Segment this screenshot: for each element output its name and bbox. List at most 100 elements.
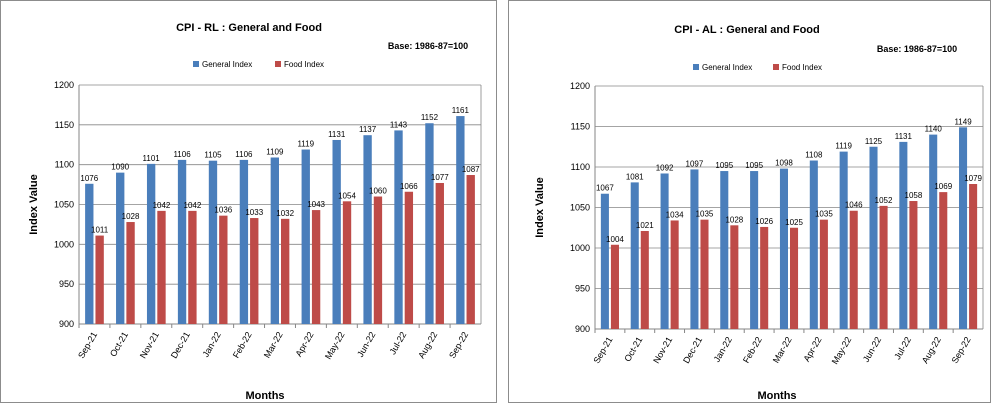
data-label: 1028 <box>122 212 140 221</box>
x-axis-title: Months <box>757 390 796 402</box>
data-label: 1032 <box>276 209 294 218</box>
food-index-bar <box>700 219 709 329</box>
x-tick-label: Sep-22 <box>447 330 470 360</box>
data-label: 1069 <box>934 182 952 191</box>
food-index-bar <box>95 235 104 324</box>
food-index-bar <box>311 210 321 324</box>
y-tick-label: 1100 <box>571 162 590 172</box>
data-label: 1026 <box>755 217 773 226</box>
y-axis-title: Index Value <box>534 177 546 238</box>
general-index-bar <box>363 135 372 324</box>
data-label: 1119 <box>297 140 314 149</box>
chart-title: CPI - AL : General and Food <box>674 24 819 36</box>
y-axis-title: Index Value <box>28 174 40 235</box>
y-tick-label: 1050 <box>570 203 590 213</box>
food-index-bar <box>670 220 679 329</box>
data-label: 1035 <box>815 210 833 219</box>
data-label: 1025 <box>785 218 803 227</box>
data-label: 1095 <box>715 161 733 170</box>
x-tick-label: May-22 <box>323 330 347 361</box>
x-tick-label: May-22 <box>830 335 854 366</box>
food-index-bar <box>404 191 414 324</box>
general-index-bar <box>839 151 848 329</box>
data-label: 1119 <box>835 142 852 151</box>
data-label: 1077 <box>431 173 449 182</box>
data-label: 1105 <box>204 151 222 160</box>
data-label: 1033 <box>245 208 263 217</box>
y-tick-label: 1100 <box>55 160 74 170</box>
legend-swatch-food <box>275 61 281 67</box>
legend-label: Food Index <box>284 60 324 69</box>
x-tick-label: Apr-22 <box>801 335 823 363</box>
food-index-bar <box>157 210 166 324</box>
food-index-bar <box>610 244 619 329</box>
data-label: 1090 <box>111 163 129 172</box>
x-tick-label: Nov-21 <box>138 330 161 360</box>
general-index-bar <box>660 173 669 329</box>
data-label: 1161 <box>452 106 470 115</box>
general-index-bar <box>929 134 938 329</box>
general-index-bar <box>301 149 310 324</box>
food-index-bar <box>760 226 769 329</box>
data-label: 1095 <box>745 161 763 170</box>
chart-rl: CPI - RL : General and Food Base: 1986-87… <box>28 22 482 402</box>
chart-al: CPI - AL : General and Food Base: 1986-87… <box>534 24 984 402</box>
data-label: 1098 <box>775 159 793 168</box>
legend-swatch-food <box>773 64 779 70</box>
x-tick-label: Sep-22 <box>950 335 973 365</box>
general-index-bar <box>116 172 125 324</box>
base-note: Base: 1986-87=100 <box>388 41 468 51</box>
legend-label: Food Index <box>782 63 822 72</box>
x-tick-label: Aug-22 <box>920 335 943 365</box>
y-tick-label: 1050 <box>54 200 74 210</box>
general-index-bar <box>720 171 729 329</box>
x-tick-label: Oct-21 <box>108 330 130 358</box>
general-index-bar <box>177 159 187 324</box>
data-label: 1042 <box>184 201 202 210</box>
x-tick-label: Apr-22 <box>293 330 315 358</box>
food-index-bar <box>373 196 383 324</box>
data-label: 1108 <box>805 151 823 160</box>
data-label: 1004 <box>606 235 624 244</box>
x-tick-label: Dec-21 <box>681 335 704 365</box>
data-label: 1081 <box>626 172 644 181</box>
food-index-bar <box>640 230 649 329</box>
data-label: 1097 <box>686 159 704 168</box>
x-tick-label: Mar-22 <box>771 335 794 365</box>
data-label: 1140 <box>925 125 943 134</box>
data-label: 1131 <box>895 132 913 141</box>
general-index-bar <box>869 146 878 329</box>
x-tick-label: Jan-22 <box>712 335 734 364</box>
data-label: 1060 <box>369 187 387 196</box>
data-label: 1036 <box>214 206 232 215</box>
data-label: 1052 <box>875 196 893 205</box>
x-tick-label: Nov-21 <box>651 335 674 365</box>
data-label: 1021 <box>636 221 654 230</box>
y-tick-label: 1000 <box>570 243 590 253</box>
food-index-bar <box>730 225 739 329</box>
x-tick-label: Oct-21 <box>622 335 644 363</box>
chart-title: CPI - RL : General and Food <box>176 22 322 34</box>
x-tick-label: Jun-22 <box>355 330 377 359</box>
y-tick-label: 900 <box>59 319 74 329</box>
general-index-bar <box>394 130 403 324</box>
food-index-bar <box>466 175 475 324</box>
general-index-bar <box>899 141 908 329</box>
food-index-bar <box>342 201 352 324</box>
general-index-bar <box>809 160 818 329</box>
data-label: 1143 <box>390 120 408 129</box>
data-label: 1011 <box>91 226 109 235</box>
data-label: 1131 <box>328 130 346 139</box>
data-label: 1101 <box>143 154 161 163</box>
general-index-bar <box>270 157 279 324</box>
chart-panel-rl: CPI - RL : General and Food Base: 1986-87… <box>0 0 497 403</box>
data-label: 1106 <box>235 150 253 159</box>
y-tick-label: 1150 <box>55 120 74 130</box>
x-tick-label: Dec-21 <box>169 330 192 360</box>
general-index-bar <box>750 171 759 329</box>
food-index-bar <box>909 201 918 329</box>
y-tick-label: 1150 <box>571 122 590 132</box>
general-index-bar <box>779 168 788 329</box>
data-label: 1109 <box>266 147 284 156</box>
data-label: 1106 <box>173 150 191 159</box>
